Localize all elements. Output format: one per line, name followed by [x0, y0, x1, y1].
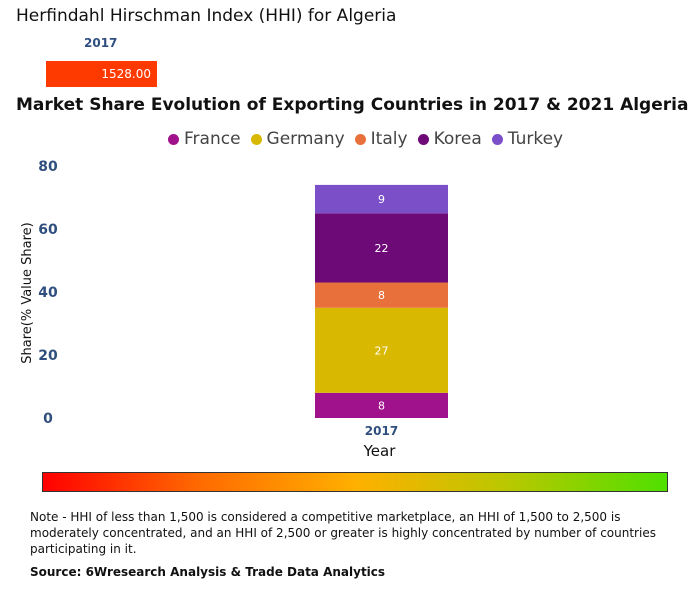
source-line: Source: 6Wresearch Analysis & Trade Data…: [30, 565, 386, 579]
legend-label: France: [184, 129, 241, 149]
legend-label: Korea: [433, 129, 482, 149]
legend-item-turkey[interactable]: Turkey: [491, 129, 564, 149]
legend-item-italy[interactable]: Italy: [354, 129, 408, 149]
legend-item-germany[interactable]: Germany: [250, 129, 345, 149]
bar-segment-france: [315, 392, 448, 418]
legend-item-france[interactable]: France: [168, 129, 241, 149]
y-tick-label: 20: [38, 348, 58, 364]
legend-swatch-germany: [250, 133, 262, 145]
data-label-germany: 27: [375, 344, 389, 357]
hhi-value-label: 1528.00: [101, 67, 151, 81]
x-axis-label: Year: [363, 442, 397, 460]
bar-segment-korea: [315, 213, 448, 283]
legend-label: Turkey: [507, 129, 564, 149]
legend-swatch-korea: [417, 133, 429, 145]
bar-segment-germany: [315, 307, 448, 393]
legend-swatch-turkey: [491, 133, 503, 145]
chart-title: Market Share Evolution of Exporting Coun…: [16, 95, 689, 115]
hhi-value-bar: 1528.00: [46, 61, 157, 87]
legend-label: Germany: [266, 129, 345, 149]
bar-segment-italy: [315, 282, 448, 308]
bar-segment-turkey: [315, 184, 448, 214]
y-axis-label: Share(% Value Share): [20, 222, 35, 364]
hhi-note: Note - HHI of less than 1,500 is conside…: [30, 510, 656, 556]
x-tick-label: 2017: [365, 424, 398, 438]
legend-item-korea[interactable]: Korea: [417, 129, 482, 149]
y-tick-label: 40: [38, 285, 58, 301]
hhi-title: Herfindahl Hirschman Index (HHI) for Alg…: [16, 6, 397, 26]
y-tick-label: 80: [38, 159, 58, 175]
y-tick-label: 0: [43, 411, 53, 427]
hhi-year-label: 2017: [84, 36, 118, 50]
hhi-scale-gradient: [42, 472, 668, 492]
data-label-turkey: 9: [378, 193, 385, 206]
stacked-bar-chart: 0 20 40 60 80 Share(% Value Share) 8 27 8 22 9 2017…: [20, 159, 448, 460]
data-label-korea: 22: [375, 242, 389, 255]
data-label-france: 8: [378, 399, 385, 412]
data-label-italy: 8: [378, 289, 385, 302]
y-tick-label: 60: [38, 222, 58, 238]
legend-swatch-italy: [354, 133, 366, 145]
legend-swatch-france: [168, 133, 179, 145]
legend-label: Italy: [370, 129, 408, 149]
chart-legend: France Germany Italy Korea Turkey: [168, 129, 563, 149]
